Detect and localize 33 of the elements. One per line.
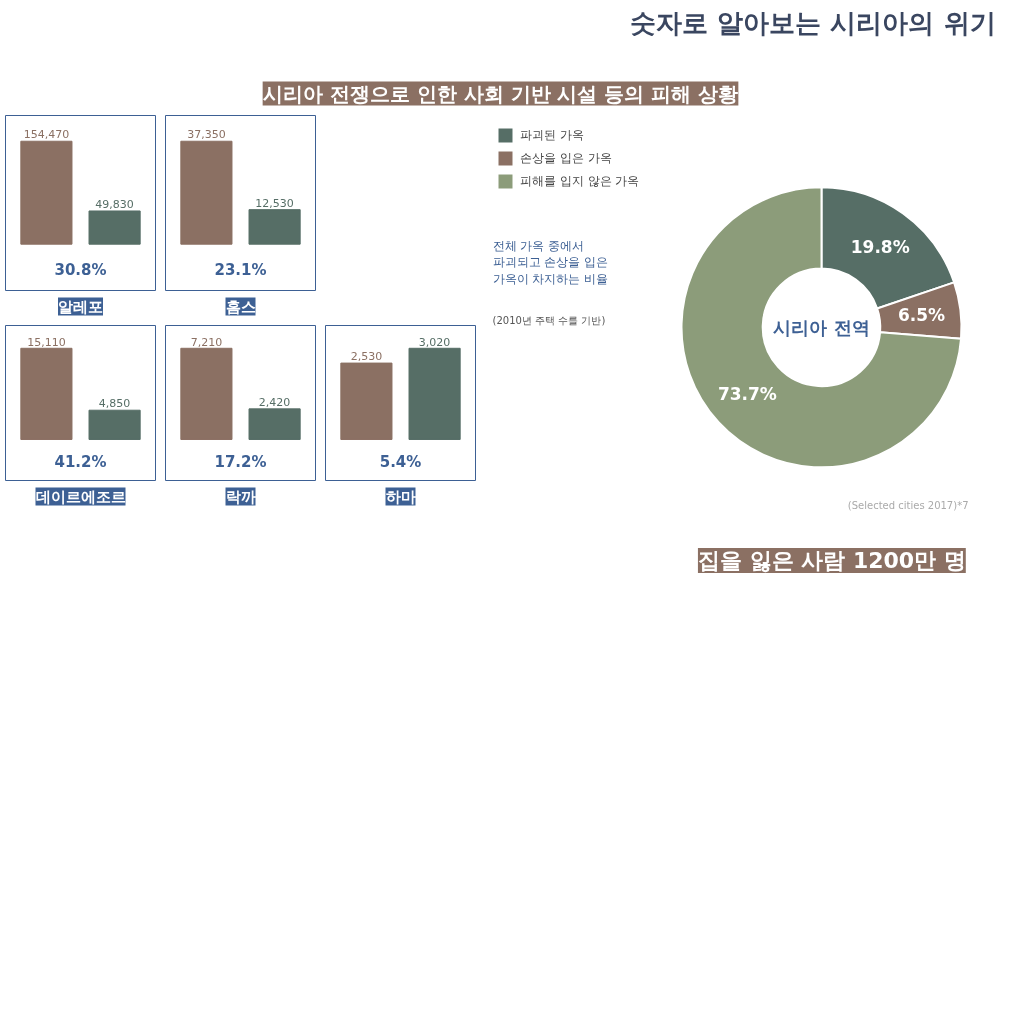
data-label: 19.8% <box>850 237 910 258</box>
text: 30.8% <box>54 260 107 279</box>
text: 시리아 전쟁으로 인한 사회 기반 시설 등의 피해 상황 <box>262 81 739 106</box>
text: (Selected cities 2017)*7 <box>847 499 969 511</box>
data-label: 2,420 <box>258 396 291 410</box>
text: 데이르에조르 <box>35 487 126 506</box>
text: 5.4% <box>379 453 422 472</box>
text: 41.2% <box>54 453 107 472</box>
text: 시리아 전역 <box>773 316 870 338</box>
data-label: 37,350 <box>187 128 226 142</box>
legend-label: 파괴된 가옥 <box>520 126 584 144</box>
legend-label: 손상을 입은 가옥 <box>520 149 612 167</box>
data-label: 12,530 <box>255 196 294 210</box>
text: 집을 잃은 사람 1200만 명 <box>697 548 966 573</box>
data-label: 49,830 <box>95 197 134 211</box>
text: 락까 <box>225 487 256 506</box>
text: 알레포 <box>58 297 103 316</box>
data-label: 154,470 <box>23 128 70 142</box>
data-label: 2,530 <box>350 350 383 364</box>
text: 23.1% <box>214 260 267 279</box>
data-label: 73.7% <box>717 384 777 405</box>
text: 17.2% <box>214 453 267 472</box>
data-label: 15,110 <box>27 335 66 349</box>
data-label: 7,210 <box>190 335 223 349</box>
legend-label: 피해를 입지 않은 가옥 <box>520 172 640 190</box>
text: 전체 가옥 중에서 파괴되고 손상을 입은 가옥이 차지하는 비율 <box>492 238 609 287</box>
data-label: 6.5% <box>897 305 946 326</box>
text: (2010년 주택 수를 기반) <box>492 315 606 326</box>
text: 하마 <box>385 487 416 506</box>
text: 홈스 <box>225 297 256 316</box>
data-label: 4,850 <box>98 397 131 411</box>
text: 숫자로 알아보는 시리아의 위기 <box>630 7 996 38</box>
data-label: 3,020 <box>418 335 451 349</box>
